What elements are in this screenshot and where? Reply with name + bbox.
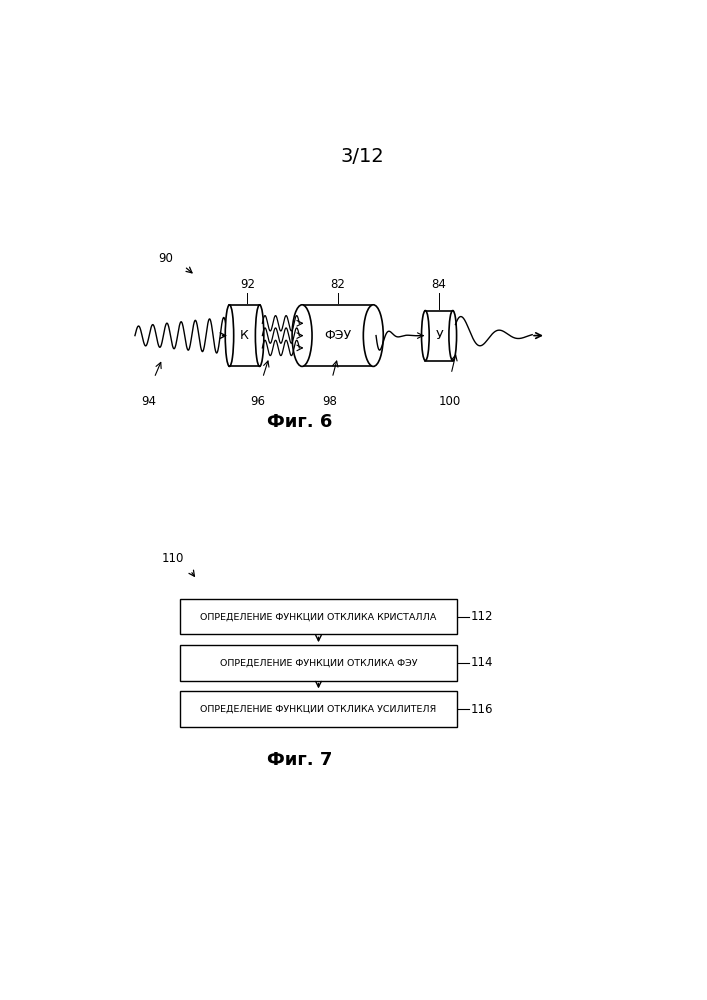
FancyBboxPatch shape xyxy=(180,691,457,727)
Text: 112: 112 xyxy=(471,610,493,623)
Text: 3/12: 3/12 xyxy=(341,147,384,166)
Text: Фиг. 7: Фиг. 7 xyxy=(267,751,332,769)
Text: 90: 90 xyxy=(158,252,173,265)
Text: 98: 98 xyxy=(322,395,337,408)
Bar xyxy=(302,305,373,366)
Text: 94: 94 xyxy=(141,395,156,408)
Ellipse shape xyxy=(421,311,429,361)
Text: 82: 82 xyxy=(330,278,345,291)
Text: 100: 100 xyxy=(439,395,461,408)
Text: 92: 92 xyxy=(240,278,255,291)
FancyBboxPatch shape xyxy=(180,645,457,681)
Bar xyxy=(230,305,259,366)
Text: ОПРЕДЕЛЕНИЕ ФУНКЦИИ ОТКЛИКА ФЭУ: ОПРЕДЕЛЕНИЕ ФУНКЦИИ ОТКЛИКА ФЭУ xyxy=(220,658,417,667)
Text: 114: 114 xyxy=(471,656,493,669)
Text: 116: 116 xyxy=(471,703,493,716)
Ellipse shape xyxy=(255,305,264,366)
Text: Фиг. 6: Фиг. 6 xyxy=(267,413,332,431)
Text: К: К xyxy=(240,329,249,342)
Ellipse shape xyxy=(363,305,383,366)
Text: ОПРЕДЕЛЕНИЕ ФУНКЦИИ ОТКЛИКА КРИСТАЛЛА: ОПРЕДЕЛЕНИЕ ФУНКЦИИ ОТКЛИКА КРИСТАЛЛА xyxy=(200,612,437,621)
Text: 110: 110 xyxy=(162,552,185,565)
Text: ФЭУ: ФЭУ xyxy=(324,329,351,342)
Ellipse shape xyxy=(226,305,234,366)
Text: ОПРЕДЕЛЕНИЕ ФУНКЦИИ ОТКЛИКА УСИЛИТЕЛЯ: ОПРЕДЕЛЕНИЕ ФУНКЦИИ ОТКЛИКА УСИЛИТЕЛЯ xyxy=(200,705,437,714)
Text: 96: 96 xyxy=(251,395,266,408)
Text: 84: 84 xyxy=(431,278,447,291)
FancyBboxPatch shape xyxy=(180,599,457,634)
Text: У: У xyxy=(436,329,443,342)
Ellipse shape xyxy=(292,305,312,366)
Bar xyxy=(426,311,452,361)
Ellipse shape xyxy=(449,311,457,361)
